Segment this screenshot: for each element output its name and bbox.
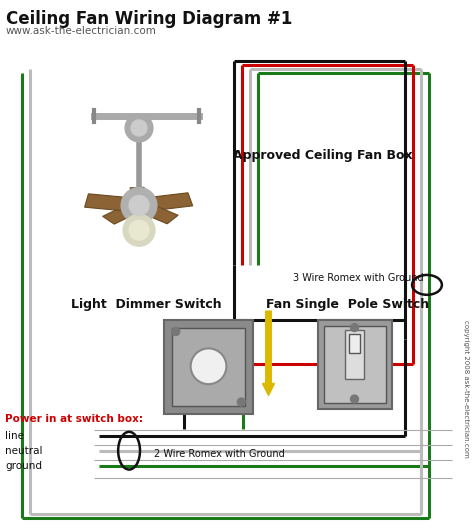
Circle shape <box>125 114 153 142</box>
Text: neutral: neutral <box>5 446 43 456</box>
Circle shape <box>351 395 358 403</box>
Text: Approved Ceiling Fan Box: Approved Ceiling Fan Box <box>233 149 413 162</box>
Text: line: line <box>5 431 24 441</box>
Text: www.ask-the-electrician.com: www.ask-the-electrician.com <box>6 26 157 36</box>
Text: 2 Wire Romex with Ground: 2 Wire Romex with Ground <box>154 448 285 459</box>
Circle shape <box>123 214 155 246</box>
Circle shape <box>131 120 147 136</box>
Text: ground: ground <box>5 461 42 471</box>
Text: copyright 2008 ask-the-electrician.com: copyright 2008 ask-the-electrician.com <box>463 320 469 458</box>
Bar <box>324 326 386 403</box>
Text: Light  Dimmer Switch: Light Dimmer Switch <box>72 298 222 311</box>
Bar <box>172 328 245 406</box>
Circle shape <box>121 188 157 223</box>
Text: Fan Single  Pole Switch: Fan Single Pole Switch <box>266 298 429 311</box>
Circle shape <box>129 220 149 240</box>
Polygon shape <box>84 194 141 212</box>
Circle shape <box>237 398 245 406</box>
Bar <box>348 334 360 353</box>
Polygon shape <box>130 187 146 206</box>
Text: 3 Wire Romex with Ground: 3 Wire Romex with Ground <box>293 273 424 283</box>
Circle shape <box>191 348 227 384</box>
Circle shape <box>129 195 149 215</box>
Circle shape <box>351 323 358 331</box>
Polygon shape <box>137 193 193 212</box>
Text: Ceiling Fan Wiring Diagram #1: Ceiling Fan Wiring Diagram #1 <box>6 10 292 28</box>
Polygon shape <box>103 202 145 224</box>
Text: Power in at switch box:: Power in at switch box: <box>5 414 143 424</box>
Circle shape <box>172 328 180 336</box>
Polygon shape <box>134 201 178 224</box>
Bar <box>164 320 253 414</box>
Bar <box>318 320 392 409</box>
Bar <box>345 329 365 379</box>
